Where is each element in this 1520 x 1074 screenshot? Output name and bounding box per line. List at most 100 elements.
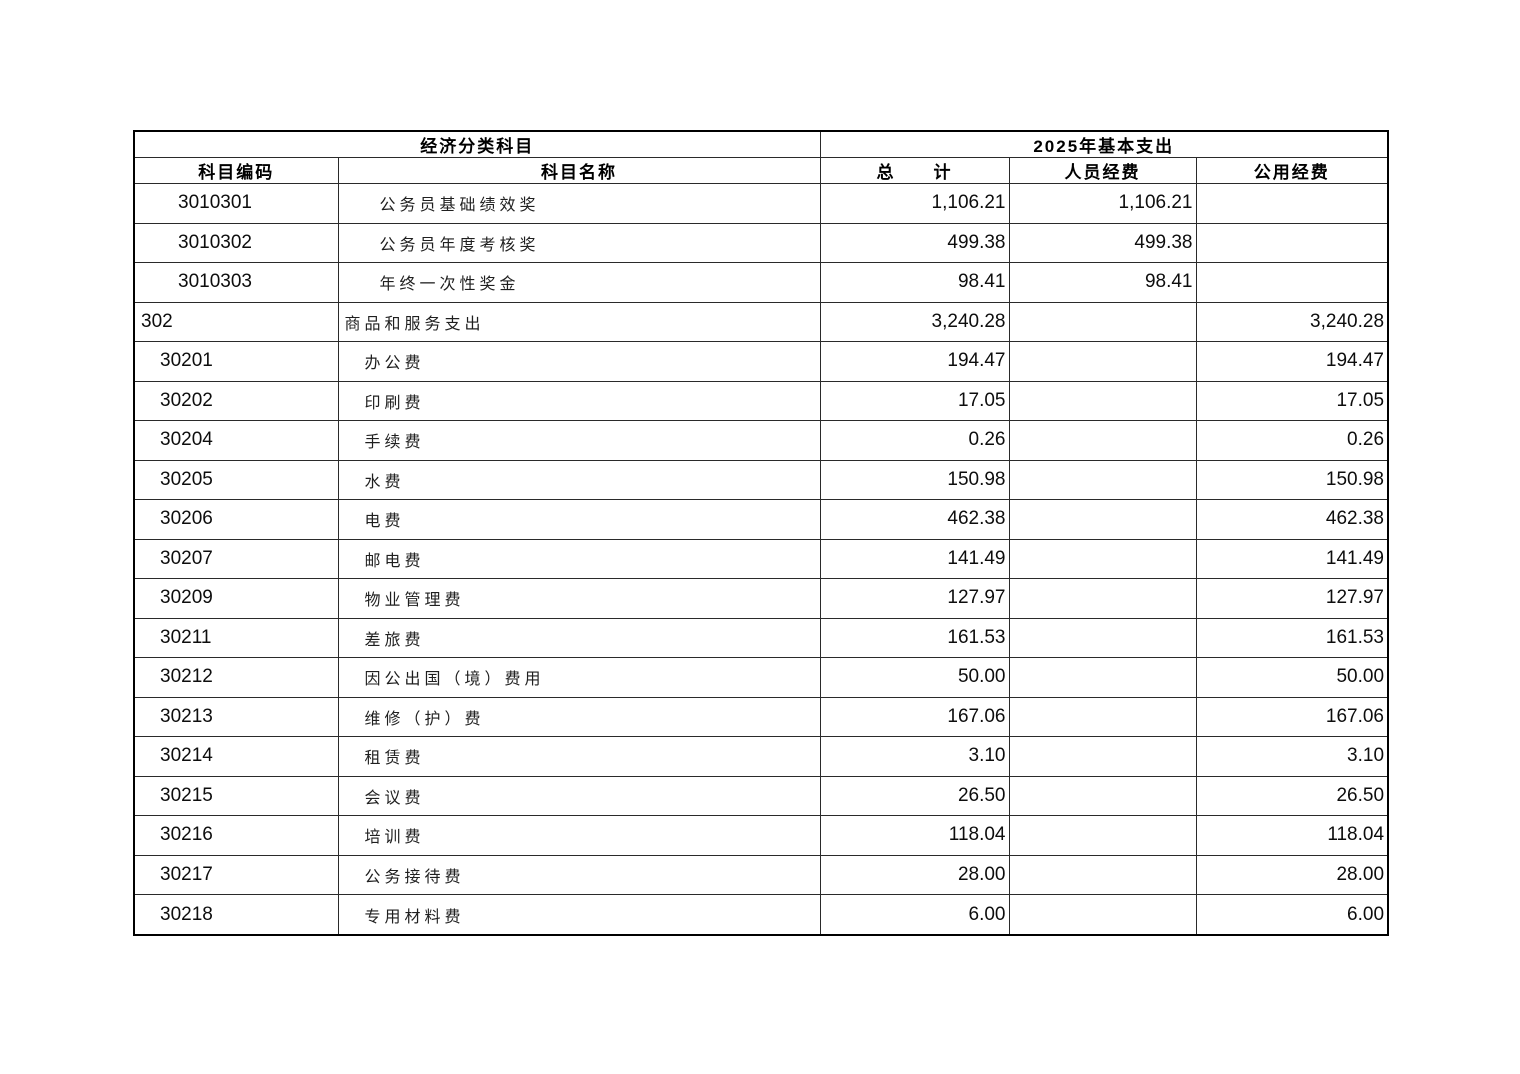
- table-row: 30206 电费 462.38 462.38: [133, 499, 1389, 540]
- cell-subject-code: 3010301: [133, 183, 339, 224]
- cell-subject-name: 物业管理费: [337, 578, 821, 619]
- table-row: 3010303 年终一次性奖金 98.41 98.41: [133, 262, 1389, 303]
- header-subject-name: 科目名称: [337, 157, 821, 184]
- table-row: 30204 手续费 0.26 0.26: [133, 420, 1389, 461]
- cell-subject-code: 30207: [133, 538, 339, 579]
- cell-total: 3.10: [819, 736, 1010, 777]
- cell-personnel-funds: [1008, 815, 1197, 856]
- cell-subject-name: 手续费: [337, 420, 821, 461]
- cell-public-funds: [1195, 183, 1389, 224]
- header-subject-code: 科目编码: [133, 157, 339, 184]
- cell-public-funds: [1195, 262, 1389, 303]
- cell-public-funds: 167.06: [1195, 696, 1389, 737]
- cell-subject-name: 公务员年度考核奖: [337, 222, 821, 263]
- cell-personnel-funds: [1008, 420, 1197, 461]
- table-row: 3010301 公务员基础绩效奖 1,106.21 1,106.21: [133, 183, 1389, 224]
- cell-personnel-funds: 499.38: [1008, 222, 1197, 263]
- cell-public-funds: 141.49: [1195, 538, 1389, 579]
- cell-subject-name: 专用材料费: [337, 894, 821, 936]
- cell-subject-code: 30202: [133, 380, 339, 421]
- cell-subject-code: 30209: [133, 578, 339, 619]
- cell-public-funds: 17.05: [1195, 380, 1389, 421]
- cell-personnel-funds: [1008, 894, 1197, 936]
- cell-personnel-funds: 98.41: [1008, 262, 1197, 303]
- cell-public-funds: 0.26: [1195, 420, 1389, 461]
- table-row: 30211 差旅费 161.53 161.53: [133, 617, 1389, 658]
- budget-table: 经济分类科目 2025年基本支出 科目编码 科目名称 总 计 人员经费 公用经费…: [133, 130, 1390, 936]
- cell-subject-code: 30212: [133, 657, 339, 698]
- cell-total: 28.00: [819, 854, 1010, 895]
- table-row: 30214 租赁费 3.10 3.10: [133, 736, 1389, 777]
- cell-public-funds: 26.50: [1195, 775, 1389, 816]
- cell-public-funds: 28.00: [1195, 854, 1389, 895]
- cell-public-funds: 3.10: [1195, 736, 1389, 777]
- table-row: 30217 公务接待费 28.00 28.00: [133, 854, 1389, 895]
- cell-subject-code: 30214: [133, 736, 339, 777]
- cell-subject-name: 办公费: [337, 341, 821, 382]
- cell-public-funds: 150.98: [1195, 459, 1389, 500]
- cell-total: 150.98: [819, 459, 1010, 500]
- cell-subject-code: 30216: [133, 815, 339, 856]
- cell-personnel-funds: [1008, 775, 1197, 816]
- cell-total: 98.41: [819, 262, 1010, 303]
- cell-public-funds: 127.97: [1195, 578, 1389, 619]
- cell-subject-code: 30205: [133, 459, 339, 500]
- cell-subject-code: 3010302: [133, 222, 339, 263]
- table-row: 30201 办公费 194.47 194.47: [133, 341, 1389, 382]
- table-row: 30213 维修（护）费 167.06 167.06: [133, 696, 1389, 737]
- cell-personnel-funds: [1008, 578, 1197, 619]
- cell-personnel-funds: [1008, 617, 1197, 658]
- table-row: 30202 印刷费 17.05 17.05: [133, 380, 1389, 421]
- cell-subject-name: 维修（护）费: [337, 696, 821, 737]
- cell-total: 161.53: [819, 617, 1010, 658]
- cell-subject-name: 租赁费: [337, 736, 821, 777]
- cell-total: 194.47: [819, 341, 1010, 382]
- table-row: 30209 物业管理费 127.97 127.97: [133, 578, 1389, 619]
- table-row: 30215 会议费 26.50 26.50: [133, 775, 1389, 816]
- cell-subject-name: 公务员基础绩效奖: [337, 183, 821, 224]
- cell-public-funds: 194.47: [1195, 341, 1389, 382]
- cell-subject-code: 30215: [133, 775, 339, 816]
- cell-public-funds: 3,240.28: [1195, 301, 1389, 342]
- cell-personnel-funds: [1008, 499, 1197, 540]
- header-public-funds: 公用经费: [1195, 157, 1389, 184]
- table-row: 302 商品和服务支出 3,240.28 3,240.28: [133, 301, 1389, 342]
- cell-subject-code: 30206: [133, 499, 339, 540]
- cell-subject-code: 30218: [133, 894, 339, 936]
- cell-total: 50.00: [819, 657, 1010, 698]
- cell-subject-code: 30204: [133, 420, 339, 461]
- cell-subject-code: 30213: [133, 696, 339, 737]
- cell-total: 0.26: [819, 420, 1010, 461]
- table-row: 3010302 公务员年度考核奖 499.38 499.38: [133, 222, 1389, 263]
- cell-total: 17.05: [819, 380, 1010, 421]
- cell-personnel-funds: [1008, 696, 1197, 737]
- cell-subject-name: 电费: [337, 499, 821, 540]
- cell-subject-name: 公务接待费: [337, 854, 821, 895]
- cell-subject-name: 培训费: [337, 815, 821, 856]
- cell-subject-code: 3010303: [133, 262, 339, 303]
- table-header-columns-row: 科目编码 科目名称 总 计 人员经费 公用经费: [133, 157, 1389, 184]
- header-personnel-funds: 人员经费: [1008, 157, 1197, 184]
- cell-personnel-funds: [1008, 538, 1197, 579]
- cell-subject-name: 邮电费: [337, 538, 821, 579]
- cell-total: 3,240.28: [819, 301, 1010, 342]
- header-2025-basic-expenditure: 2025年基本支出: [819, 130, 1389, 158]
- cell-public-funds: 6.00: [1195, 894, 1389, 936]
- cell-personnel-funds: [1008, 459, 1197, 500]
- cell-personnel-funds: [1008, 380, 1197, 421]
- cell-personnel-funds: [1008, 854, 1197, 895]
- table-row: 30205 水费 150.98 150.98: [133, 459, 1389, 500]
- table-row: 30216 培训费 118.04 118.04: [133, 815, 1389, 856]
- cell-subject-name: 印刷费: [337, 380, 821, 421]
- cell-personnel-funds: [1008, 657, 1197, 698]
- table-row: 30207 邮电费 141.49 141.49: [133, 538, 1389, 579]
- cell-public-funds: 462.38: [1195, 499, 1389, 540]
- table-header-group-row: 经济分类科目 2025年基本支出: [133, 130, 1389, 158]
- cell-subject-code: 30201: [133, 341, 339, 382]
- cell-public-funds: [1195, 222, 1389, 263]
- cell-subject-name: 年终一次性奖金: [337, 262, 821, 303]
- cell-total: 499.38: [819, 222, 1010, 263]
- header-economic-classification: 经济分类科目: [133, 130, 821, 158]
- header-total: 总 计: [819, 157, 1010, 184]
